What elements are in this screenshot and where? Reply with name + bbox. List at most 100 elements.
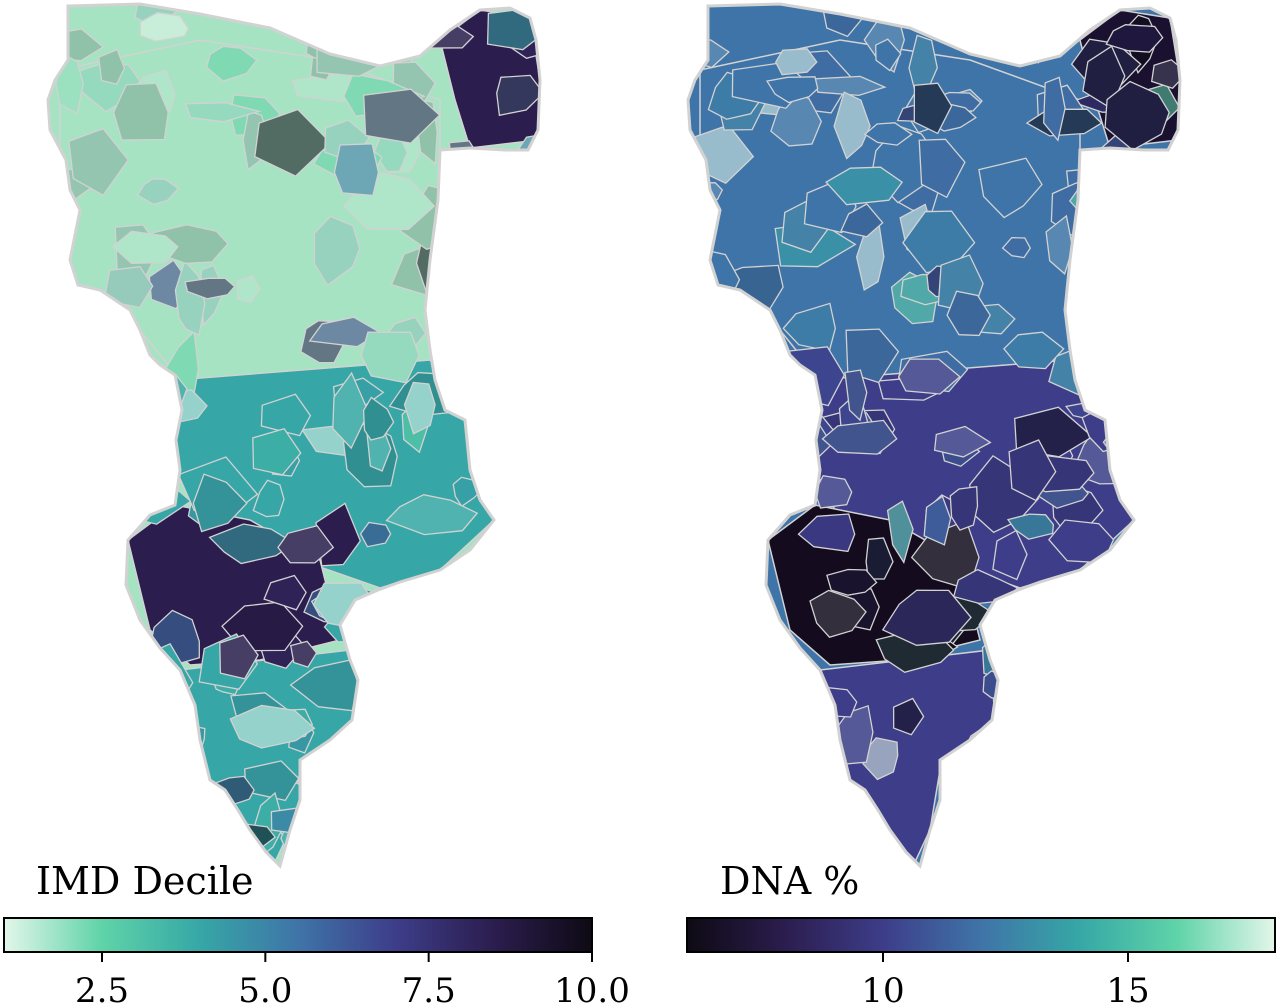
- small-area: [489, 315, 540, 364]
- small-area: [897, 358, 961, 395]
- small-area: [978, 157, 1043, 219]
- small-area: [423, 705, 470, 759]
- small-area: [363, 88, 441, 144]
- small-area: [1059, 789, 1122, 825]
- dna-map-panel: DNA % 10 15: [640, 0, 1280, 1008]
- small-area: [208, 523, 296, 565]
- small-area: [1083, 204, 1143, 269]
- small-area: [1003, 331, 1065, 370]
- small-area: [1079, 615, 1122, 656]
- small-area: [1121, 176, 1180, 236]
- small-area: [64, 320, 114, 355]
- small-area: [1043, 76, 1066, 142]
- small-area: [863, 122, 913, 146]
- small-area: [688, 619, 734, 656]
- small-area: [359, 521, 392, 548]
- small-area: [825, 166, 904, 206]
- small-area: [103, 266, 154, 309]
- small-area: [702, 328, 728, 376]
- small-area: [886, 500, 914, 564]
- small-area: [391, 599, 463, 636]
- small-area: [260, 393, 312, 437]
- small-area: [342, 4, 420, 50]
- small-area: [720, 369, 807, 416]
- small-area: [94, 439, 124, 461]
- small-area: [732, 496, 761, 536]
- small-area: [205, 45, 258, 82]
- imd-map-regions: [48, 4, 540, 866]
- small-area: [1000, 733, 1056, 793]
- small-area: [236, 274, 261, 304]
- small-area: [999, 762, 1032, 787]
- small-area: [700, 519, 734, 580]
- small-area: [135, 388, 177, 426]
- small-area: [1114, 447, 1176, 480]
- imd-colorbar: [3, 917, 593, 953]
- small-area: [752, 732, 820, 808]
- small-area: [473, 706, 515, 770]
- small-area: [313, 215, 361, 287]
- small-area: [252, 428, 302, 476]
- small-area: [875, 38, 902, 72]
- small-area: [76, 725, 146, 779]
- small-area: [308, 790, 336, 847]
- small-area: [765, 76, 819, 104]
- small-area: [48, 759, 92, 810]
- small-area: [470, 281, 504, 330]
- small-area: [783, 771, 840, 804]
- small-area: [933, 425, 992, 458]
- small-area: [797, 513, 856, 553]
- small-area: [48, 471, 109, 534]
- small-area: [65, 450, 103, 489]
- small-area: [184, 277, 236, 300]
- small-area: [1096, 173, 1161, 219]
- small-area: [68, 127, 130, 197]
- small-area: [192, 473, 248, 533]
- small-area: [463, 618, 523, 675]
- small-area: [84, 791, 154, 866]
- small-area: [953, 806, 1013, 827]
- small-area: [828, 780, 867, 834]
- small-area: [1114, 290, 1166, 319]
- small-area: [693, 631, 733, 666]
- colorbar-tick-label: 15: [1106, 971, 1149, 1008]
- small-area: [289, 640, 318, 668]
- small-area: [270, 805, 353, 837]
- small-area: [82, 578, 129, 641]
- dna-legend-title: DNA %: [720, 859, 859, 903]
- small-area: [1158, 698, 1180, 742]
- colorbar-tick-label: 7.5: [402, 971, 456, 1008]
- small-area: [136, 178, 180, 206]
- small-area: [1090, 656, 1130, 698]
- small-area: [277, 524, 335, 564]
- small-area: [688, 724, 757, 793]
- small-area: [881, 589, 972, 646]
- small-area: [263, 574, 307, 611]
- small-area: [1087, 629, 1150, 694]
- colorbar-tick-label: 10.0: [554, 971, 630, 1008]
- small-area: [727, 563, 765, 625]
- small-area: [484, 793, 521, 816]
- small-area: [94, 684, 146, 732]
- small-area: [97, 48, 126, 85]
- small-area: [142, 710, 200, 760]
- small-area: [144, 664, 179, 704]
- small-area: [785, 685, 858, 718]
- small-area: [456, 813, 496, 864]
- small-area: [696, 550, 762, 574]
- small-area: [814, 474, 853, 509]
- small-area: [80, 660, 157, 688]
- small-area: [845, 328, 900, 384]
- colorbar-tick-label: 2.5: [75, 971, 129, 1008]
- small-area: [48, 752, 106, 824]
- small-area: [137, 710, 180, 765]
- dna-colorbar: [686, 917, 1276, 953]
- borough-outline: [686, 2, 1182, 869]
- small-area: [112, 82, 169, 141]
- small-area: [772, 751, 798, 781]
- dna-map-regions: [688, 4, 1180, 866]
- small-area: [1008, 439, 1057, 502]
- small-area: [125, 448, 159, 496]
- small-area: [495, 499, 524, 561]
- small-area: [48, 793, 105, 826]
